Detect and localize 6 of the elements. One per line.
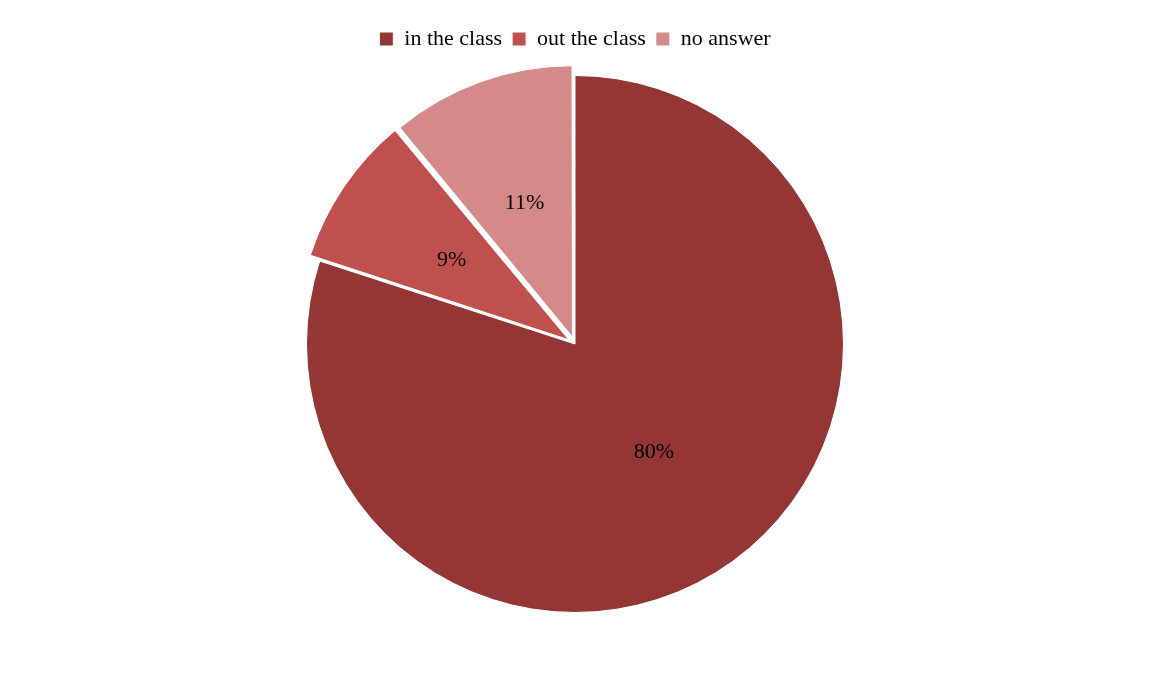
data-label: 11%	[504, 189, 545, 215]
legend-label: out the class	[537, 24, 646, 50]
data-label: 9%	[436, 245, 467, 271]
legend-label: in the class	[404, 24, 503, 50]
data-label: 80%	[633, 438, 675, 464]
legend-label: no answer	[680, 24, 772, 50]
